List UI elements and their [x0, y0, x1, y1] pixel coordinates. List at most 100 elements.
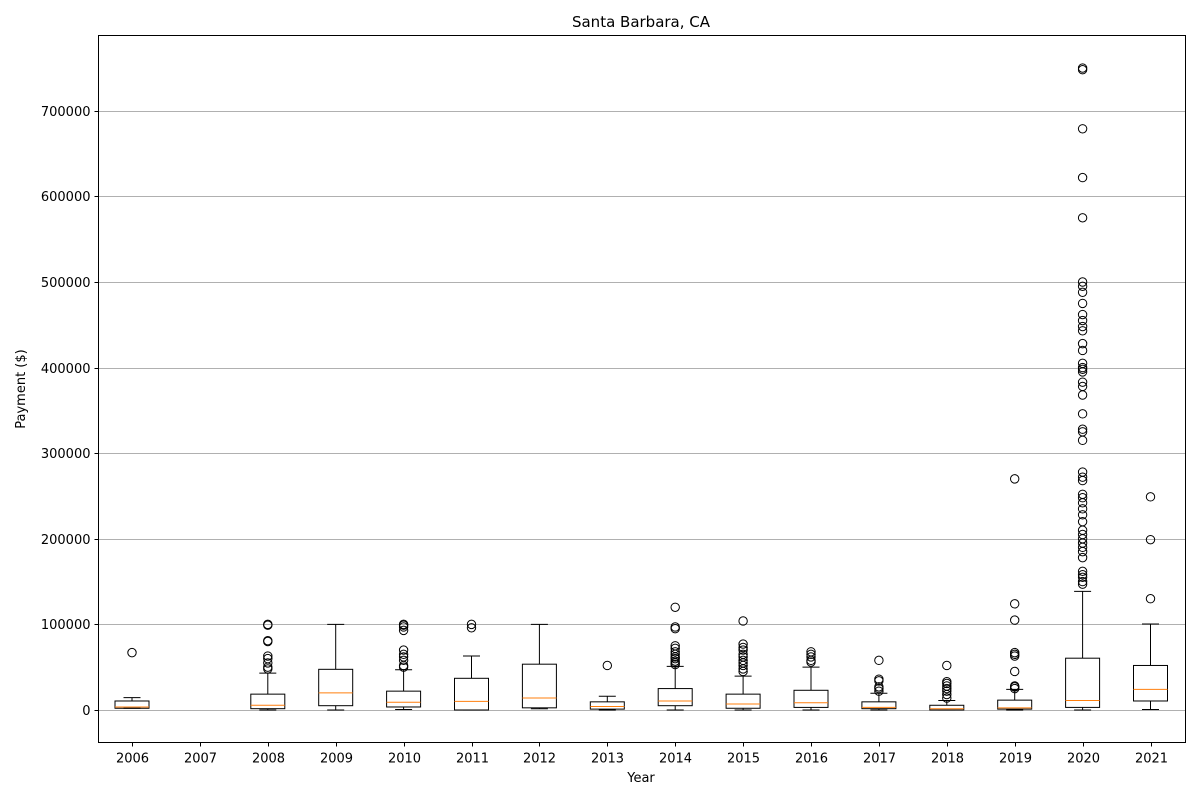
y-tick-label: 100000: [41, 618, 91, 633]
outlier-point: [1077, 321, 1088, 332]
outlier-point: [398, 655, 409, 666]
iqr-box: [386, 690, 422, 708]
outlier-point: [1077, 467, 1088, 477]
outlier-point: [874, 674, 884, 684]
plot-frame: [98, 35, 1186, 743]
x-tick-label: 2013: [591, 752, 624, 767]
outlier-point: [806, 649, 816, 660]
x-tick-label: 2018: [931, 752, 964, 767]
box-2015: [725, 616, 761, 711]
iqr-box: [521, 663, 557, 709]
iqr-box: [861, 701, 897, 710]
x-tick-label: 2011: [456, 752, 489, 767]
outlier-point: [1077, 298, 1088, 309]
outlier-point: [1077, 213, 1088, 223]
iqr-box: [929, 704, 965, 711]
outlier-point: [1077, 124, 1088, 134]
outlier-point: [1077, 338, 1088, 349]
box-2014: [657, 602, 693, 711]
outlier-point: [1077, 498, 1088, 508]
y-tick-label: 700000: [41, 105, 91, 120]
outlier-point: [1077, 358, 1088, 369]
box-2013: [589, 660, 625, 711]
iqr-box: [793, 689, 829, 708]
x-tick-label: 2017: [863, 752, 896, 767]
x-tick-label: 2016: [795, 752, 828, 767]
outlier-point: [1077, 287, 1088, 297]
outlier-point: [263, 635, 273, 646]
x-tick-label: 2012: [523, 752, 556, 767]
box-2009: [318, 623, 354, 711]
outlier-point: [1077, 489, 1088, 499]
box-2019: [997, 474, 1033, 711]
outlier-point: [1010, 474, 1020, 484]
outlier-point: [670, 656, 680, 666]
outlier-point: [1077, 281, 1088, 291]
outlier-point: [738, 652, 748, 662]
box-2011: [454, 619, 489, 711]
box-2006: [114, 647, 150, 709]
outlier-point: [1077, 504, 1088, 514]
outlier-point: [263, 651, 273, 661]
iqr-box: [589, 701, 625, 710]
y-axis: 0 100000 200000 300000 400000 500000 600000 700…: [41, 105, 99, 719]
outlier-point: [398, 645, 409, 655]
outlier-point: [1077, 427, 1088, 437]
outlier-point: [942, 686, 952, 696]
outlier-point: [1077, 424, 1088, 434]
outlier-point: [1077, 472, 1088, 482]
outlier-point: [1077, 529, 1088, 540]
outlier-point: [1145, 594, 1156, 604]
chart-title: Santa Barbara, CA: [572, 13, 711, 31]
outlier-point: [1077, 362, 1088, 373]
x-tick-label: 2010: [388, 752, 421, 767]
x-tick-label: 2009: [320, 752, 353, 767]
outlier-point: [1077, 390, 1088, 400]
outlier-point: [1145, 534, 1156, 545]
outlier-point: [263, 658, 273, 668]
outlier-point: [398, 625, 409, 636]
y-tick-label: 300000: [41, 447, 91, 462]
outlier-point: [1077, 435, 1088, 446]
outlier-point: [738, 645, 748, 655]
iqr-box: [725, 693, 761, 709]
outlier-point: [1077, 277, 1088, 287]
iqr-box: [318, 668, 354, 707]
outlier-point: [1077, 493, 1088, 503]
outlier-point: [670, 647, 680, 657]
outlier-point: [942, 681, 952, 691]
outlier-point: [1010, 666, 1020, 677]
iqr-box: [657, 688, 693, 707]
outlier-point: [942, 660, 952, 671]
outlier-point: [1077, 572, 1088, 583]
outlier-point: [398, 619, 409, 630]
outlier-point: [806, 647, 816, 657]
iqr-box: [997, 699, 1033, 710]
x-tick-label: 2019: [999, 752, 1032, 767]
x-tick-label: 2021: [1135, 752, 1168, 767]
outlier-point: [1077, 576, 1088, 587]
outlier-point: [1077, 570, 1088, 580]
outlier-point: [738, 642, 748, 653]
outlier-point: [1077, 377, 1088, 387]
iqr-box: [250, 693, 286, 710]
x-tick-label: 2008: [252, 752, 285, 767]
box-2008: [250, 619, 286, 711]
outlier-point: [466, 623, 477, 633]
x-tick-label: 2015: [727, 752, 760, 767]
outlier-point: [398, 652, 409, 662]
box-2010: [386, 619, 422, 711]
outlier-point: [1145, 492, 1156, 502]
box-2018: [929, 660, 965, 711]
outlier-point: [738, 639, 748, 649]
outlier-point: [738, 649, 748, 660]
outlier-point: [670, 602, 680, 612]
outlier-point: [670, 641, 680, 651]
outlier-point: [1077, 552, 1088, 563]
y-tick-label: 200000: [41, 533, 91, 548]
x-tick-label: 2006: [116, 752, 149, 767]
outlier-point: [263, 653, 273, 664]
x-axis: 2006 2007 2008 2009 2010 2011 2012 2013 2014 2015…: [116, 742, 1168, 767]
outlier-point: [942, 683, 952, 694]
